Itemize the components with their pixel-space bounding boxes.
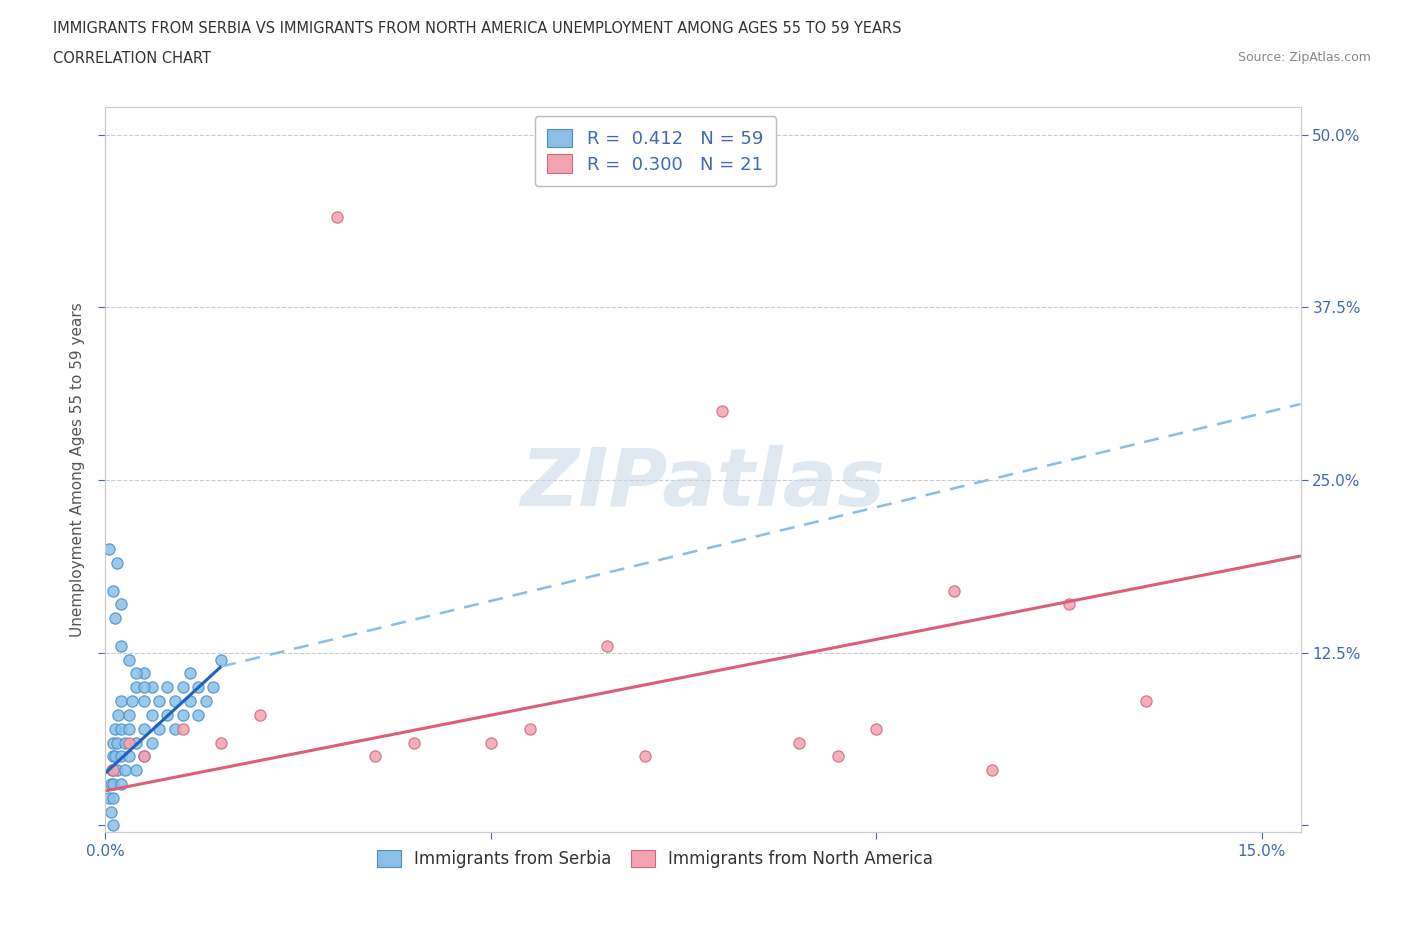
Point [132, 749, 155, 764]
Point [172, 708, 194, 723]
Point [100, 763, 122, 777]
Point [101, 735, 124, 750]
Y-axis label: Unemployment Among Ages 55 to 59 years: Unemployment Among Ages 55 to 59 years [70, 302, 84, 637]
Point [110, 749, 132, 764]
Point [104, 611, 127, 626]
Point [101, 583, 124, 598]
Point [141, 708, 163, 723]
Point [209, 652, 232, 667]
Point [187, 680, 209, 695]
Point [194, 694, 217, 709]
Legend: Immigrants from Serbia, Immigrants from North America: Immigrants from Serbia, Immigrants from … [371, 844, 939, 875]
Point [110, 597, 132, 612]
Point [148, 694, 170, 709]
Point [125, 763, 148, 777]
Point [117, 708, 139, 723]
Point [981, 763, 1004, 777]
Point [104, 722, 127, 737]
Point [104, 749, 127, 764]
Point [172, 680, 194, 695]
Point [202, 680, 225, 695]
Point [101, 763, 124, 777]
Point [105, 735, 128, 750]
Point [100, 777, 122, 791]
Point [117, 652, 139, 667]
Point [156, 708, 179, 723]
Text: Source: ZipAtlas.com: Source: ZipAtlas.com [1237, 51, 1371, 64]
Point [1057, 597, 1080, 612]
Point [117, 749, 139, 764]
Point [132, 749, 155, 764]
Point [125, 735, 148, 750]
Point [110, 777, 132, 791]
Point [364, 749, 387, 764]
Point [789, 735, 811, 750]
Point [402, 735, 425, 750]
Point [209, 735, 232, 750]
Point [110, 638, 132, 653]
Point [101, 818, 124, 833]
Point [121, 694, 143, 709]
Point [595, 638, 617, 653]
Point [141, 735, 163, 750]
Point [141, 680, 163, 695]
Point [132, 694, 155, 709]
Point [172, 722, 194, 737]
Point [110, 722, 132, 737]
Point [187, 708, 209, 723]
Point [132, 680, 155, 695]
Point [114, 763, 136, 777]
Point [107, 708, 129, 723]
Point [634, 749, 657, 764]
Point [132, 666, 155, 681]
Point [865, 722, 887, 737]
Point [132, 722, 155, 737]
Point [101, 790, 124, 805]
Text: CORRELATION CHART: CORRELATION CHART [53, 51, 211, 66]
Point [326, 210, 349, 225]
Text: IMMIGRANTS FROM SERBIA VS IMMIGRANTS FROM NORTH AMERICA UNEMPLOYMENT AMONG AGES : IMMIGRANTS FROM SERBIA VS IMMIGRANTS FRO… [53, 21, 901, 36]
Point [105, 763, 128, 777]
Point [101, 749, 124, 764]
Point [101, 763, 124, 777]
Point [125, 680, 148, 695]
Point [249, 708, 271, 723]
Point [101, 777, 124, 791]
Point [114, 735, 136, 750]
Text: ZIPatlas: ZIPatlas [520, 445, 886, 524]
Point [105, 555, 128, 570]
Point [98, 790, 121, 805]
Point [827, 749, 849, 764]
Point [156, 680, 179, 695]
Point [179, 694, 201, 709]
Point [942, 583, 965, 598]
Point [163, 694, 186, 709]
Point [110, 694, 132, 709]
Point [1135, 694, 1157, 709]
Point [117, 722, 139, 737]
Point [711, 404, 734, 418]
Point [98, 541, 121, 556]
Point [100, 804, 122, 819]
Point [125, 666, 148, 681]
Point [519, 722, 541, 737]
Point [163, 722, 186, 737]
Point [179, 666, 201, 681]
Point [479, 735, 502, 750]
Point [148, 722, 170, 737]
Point [117, 735, 139, 750]
